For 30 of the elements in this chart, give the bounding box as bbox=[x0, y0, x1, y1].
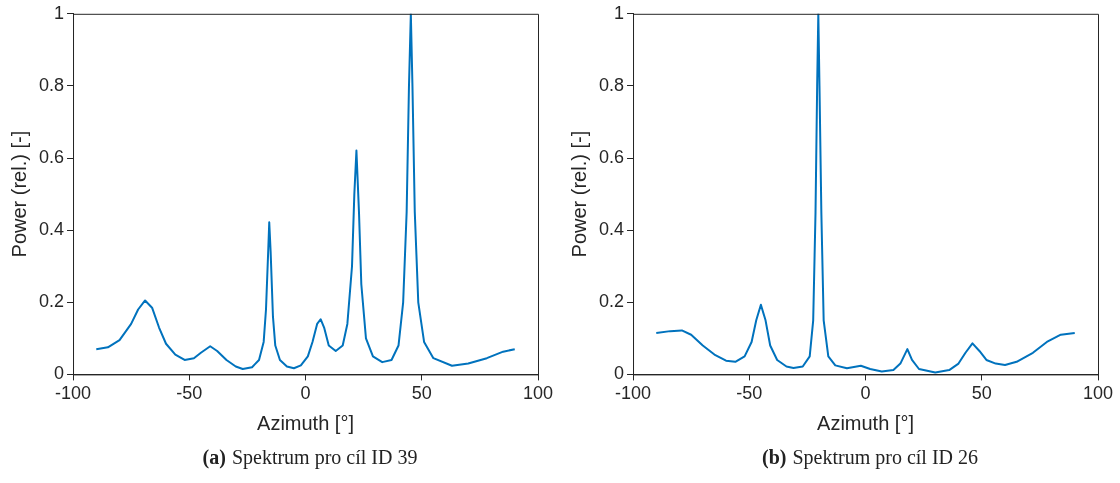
x-tick-label: 100 bbox=[1082, 383, 1114, 404]
x-tick-label: 0 bbox=[860, 383, 871, 404]
x-tick-label: -50 bbox=[736, 383, 763, 404]
y-tick-label: 0 bbox=[54, 363, 65, 384]
y-tick-label: 1 bbox=[54, 2, 65, 23]
x-axis-title: Azimuth [°] bbox=[817, 411, 914, 434]
x-tick-label: 50 bbox=[411, 383, 432, 404]
y-axis-title: Power (rel.) [-] bbox=[7, 130, 30, 258]
text: (a) bbox=[202, 446, 226, 468]
text: Spektrum pro cíl ID 39 bbox=[231, 446, 418, 468]
x-tick-label: 50 bbox=[971, 383, 992, 404]
y-tick-label: 0.6 bbox=[598, 147, 625, 168]
x-tick-label: 100 bbox=[522, 383, 554, 404]
y-tick-label: 0.2 bbox=[598, 291, 625, 312]
y-tick-label: 0.4 bbox=[38, 219, 65, 240]
y-tick-label: 0.8 bbox=[598, 74, 625, 95]
text: Spektrum pro cíl ID 26 bbox=[792, 446, 978, 468]
x-tick-label: 0 bbox=[300, 383, 311, 404]
x-tick-label: -100 bbox=[55, 383, 92, 404]
y-tick-label: 1 bbox=[614, 2, 625, 23]
y-tick-label: 0.2 bbox=[38, 291, 65, 312]
x-tick-label: -50 bbox=[176, 383, 203, 404]
y-axis-title: Power (rel.) [-] bbox=[567, 130, 590, 258]
y-tick-label: 0.4 bbox=[598, 219, 625, 240]
text: (b) bbox=[762, 446, 787, 468]
x-tick-label: -100 bbox=[615, 383, 652, 404]
y-tick-label: 0.8 bbox=[38, 74, 65, 95]
y-tick-label: 0.6 bbox=[38, 147, 65, 168]
y-tick-label: 0 bbox=[614, 363, 625, 384]
x-axis-title: Azimuth [°] bbox=[257, 411, 354, 434]
